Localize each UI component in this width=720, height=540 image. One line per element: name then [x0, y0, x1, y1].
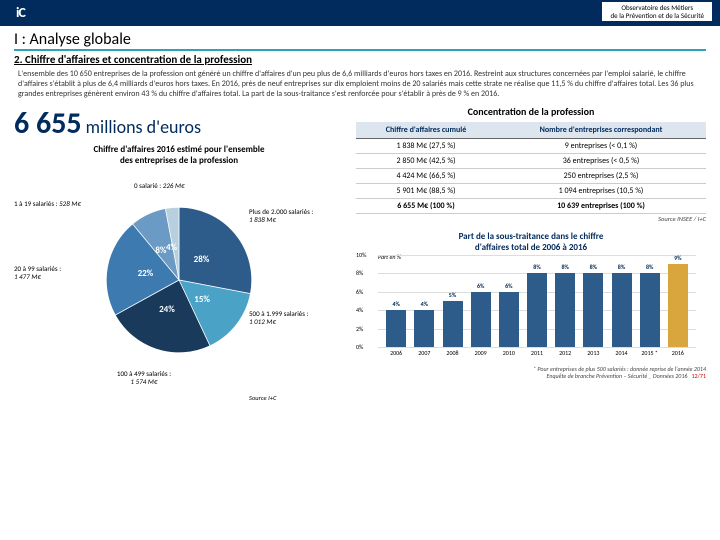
bar-value: 8% — [527, 263, 547, 271]
bar-ytick: 8% — [356, 269, 363, 277]
bar-xtick: 2008 — [441, 349, 465, 357]
bar-xtick: 2010 — [497, 349, 521, 357]
pie-pct: 22% — [138, 268, 154, 279]
bar-xtick: 2014 — [610, 349, 634, 357]
pie-label-1-19: 1 à 19 salariés : 528 M€ — [14, 200, 104, 208]
content-row: 6 655 millions d'euros Chiffre d'affaire… — [0, 99, 720, 410]
bar-xtick: 2012 — [553, 349, 577, 357]
big-number-caption: Chiffre d'affaires 2016 estimé pour l'en… — [14, 144, 344, 166]
bar-xtick: 2009 — [469, 349, 493, 357]
bar-xtick: 2006 — [384, 349, 408, 357]
title-underline — [14, 49, 706, 51]
pie-label-2000: Plus de 2.000 salariés :1 838 M€ — [249, 208, 344, 223]
bar-value: 6% — [471, 282, 491, 290]
barchart-title: Part de la sous-traitance dans le chiffr… — [356, 231, 706, 253]
bar — [668, 264, 688, 347]
table-row: 1 838 M€ (27,5 %)9 entreprises (< 0,1 %) — [356, 139, 706, 154]
bar — [471, 292, 491, 347]
bar — [386, 310, 406, 347]
table-row: 2 850 M€ (42,5 %)36 entreprises (< 0,5 %… — [356, 154, 706, 169]
bar-value: 8% — [612, 263, 632, 271]
slide-number: 12/71 — [692, 372, 706, 380]
pie-chart: 28% 15% 24% 22% 8%4% 0 salarié : 226 M€ 1 à … — [14, 170, 344, 410]
concentration-table: Chiffre d'affaires cumulé Nombre d'entre… — [356, 122, 706, 214]
pie-label-100: 100 à 499 salariés :1 574 M€ — [99, 370, 189, 385]
big-number: 6 655 — [14, 105, 82, 142]
bar-value: 8% — [555, 263, 575, 271]
bar-value: 8% — [640, 263, 660, 271]
bar-value: 5% — [443, 291, 463, 299]
big-number-unit: millions d'euros — [82, 116, 201, 138]
logo: iC — [16, 4, 25, 21]
pie-pct: 15% — [194, 294, 210, 305]
bar-xtick: 2007 — [412, 349, 436, 357]
bar — [527, 273, 547, 347]
big-number-block: 6 655 millions d'euros — [14, 105, 344, 142]
bar — [555, 273, 575, 347]
bar — [612, 273, 632, 347]
bar-xtick: 2015 * — [638, 349, 662, 357]
header-bar: iC Observatoire des Métiers de la Préven… — [0, 0, 720, 26]
bar-xtick: 2013 — [581, 349, 605, 357]
bar-ytick: 10% — [356, 251, 366, 259]
table-row: 5 901 M€ (88,5 %)1 094 entreprises (10,5… — [356, 184, 706, 199]
bar — [640, 273, 660, 347]
bar-xtick: 2016 — [666, 349, 690, 357]
pie-label-0sal: 0 salarié : 226 M€ — [134, 182, 185, 190]
table-header-ca: Chiffre d'affaires cumulé — [356, 122, 496, 139]
bar — [414, 310, 434, 347]
intro-paragraph: L'ensemble des 10 650 entreprises de la … — [0, 66, 720, 99]
table-source: Source INSEE / I+C — [356, 215, 706, 223]
bar — [499, 292, 519, 347]
bar — [443, 301, 463, 347]
table-title: Concentration de la profession — [356, 105, 706, 118]
bar-xtick: 2011 — [525, 349, 549, 357]
header-subtitle: Observatoire des Métiers de la Préventio… — [602, 2, 712, 21]
right-column: Concentration de la profession Chiffre d… — [356, 105, 706, 410]
bar-chart: Part en % 4%4%5%6%6%8%8%8%8%8%9% 0%2%4%6… — [356, 255, 696, 365]
bar-footnote: Enquête de branche Prévention – Sécurité… — [356, 366, 706, 379]
bar-value: 4% — [414, 300, 434, 308]
bar-value: 6% — [499, 282, 519, 290]
bar-ytick: 2% — [356, 325, 363, 333]
bar-value: 4% — [386, 300, 406, 308]
table-row: 4 424 M€ (66,5 %)250 entreprises (2,5 %) — [356, 169, 706, 184]
pie-label-20-99: 20 à 99 salariés :1 477 M€ — [14, 265, 92, 280]
table-header-nb: Nombre d'entreprises correspondant — [496, 122, 706, 139]
pie-label-500: 500 à 1.999 salariés :1 012 M€ — [249, 310, 344, 325]
table-row: 6 655 M€ (100 %)10 639 entreprises (100 … — [356, 199, 706, 214]
left-column: 6 655 millions d'euros Chiffre d'affaire… — [14, 105, 344, 410]
pie-pct: 4% — [166, 242, 177, 253]
bar-value: 8% — [583, 263, 603, 271]
subsection-title: 2. Chiffre d'affaires et concentration d… — [0, 53, 720, 66]
bar — [583, 273, 603, 347]
pie-source: Source I+C — [249, 395, 276, 402]
pie-pct: 8% — [155, 245, 166, 256]
section-title: I : Analyse globale — [0, 26, 720, 49]
pie-pct: 24% — [159, 304, 175, 315]
bar-ytick: 4% — [356, 306, 363, 314]
pie-pct: 28% — [194, 254, 210, 265]
bar-value: 9% — [668, 254, 688, 262]
bar-ytick: 6% — [356, 288, 363, 296]
bar-ytick: 0% — [356, 343, 363, 351]
